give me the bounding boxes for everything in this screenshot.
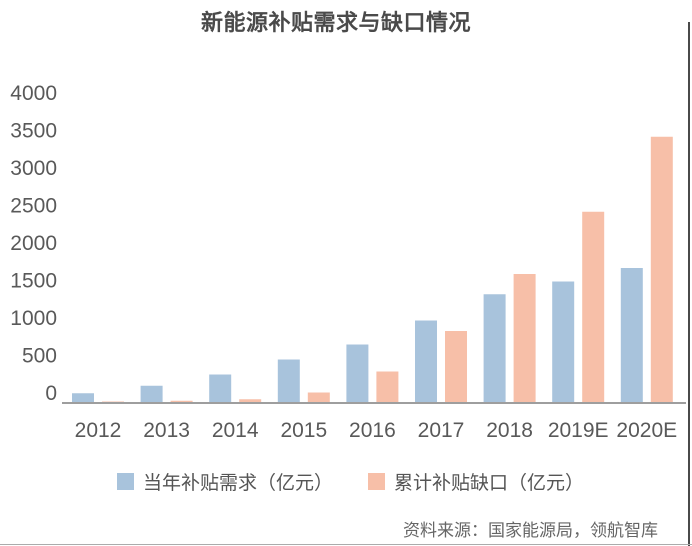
svg-text:2014: 2014 [212,419,259,442]
legend-label-demand: 当年补贴需求（亿元） [143,473,334,494]
chart-legend: 当年补贴需求（亿元） 累计补贴缺口（亿元） [0,468,692,495]
chart-title: 新能源补贴需求与缺口情况 [200,10,471,35]
svg-text:2016: 2016 [349,419,396,442]
svg-text:2000: 2000 [10,232,57,255]
svg-text:3000: 3000 [10,157,57,180]
svg-text:4000: 4000 [10,82,57,105]
svg-text:2500: 2500 [10,195,57,218]
legend-swatch-gap [368,473,385,490]
legend-label-gap: 累计补贴缺口（亿元） [394,473,585,494]
legend-swatch-demand [117,473,134,490]
bottom-border-line [0,544,692,545]
svg-text:2017: 2017 [418,419,465,442]
svg-text:1000: 1000 [10,307,57,330]
svg-text:2012: 2012 [75,419,122,442]
svg-text:1500: 1500 [10,270,57,293]
right-border-line [688,22,690,546]
legend-item-gap: 累计补贴缺口（亿元） [368,468,584,495]
svg-text:2019E: 2019E [548,419,609,442]
source-note: 资料来源：国家能源局，领航智库 [403,521,658,540]
svg-text:3500: 3500 [10,120,57,143]
svg-text:500: 500 [22,345,57,368]
legend-item-demand: 当年补贴需求（亿元） [117,468,333,495]
svg-text:2018: 2018 [486,419,533,442]
svg-text:2020E: 2020E [616,419,677,442]
svg-text:2015: 2015 [280,419,327,442]
svg-text:0: 0 [45,382,57,405]
bar-chart-plot: 0 500 1000 1500 2000 2500 3000 3500 4000 2012 2013… [10,82,686,442]
svg-text:2013: 2013 [143,419,190,442]
